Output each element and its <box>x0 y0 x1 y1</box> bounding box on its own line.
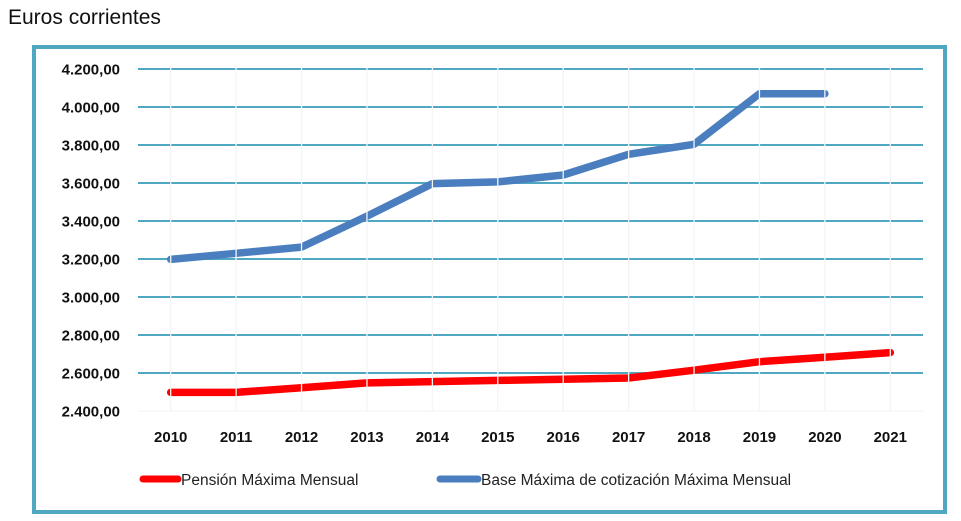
legend-label: Pensión Máxima Mensual <box>181 472 358 489</box>
y-tick-label: 3.400,00 <box>62 214 120 231</box>
y-tick-label: 4.000,00 <box>62 100 120 117</box>
x-tick-label: 2013 <box>350 429 383 446</box>
y-tick-label: 2.600,00 <box>62 366 120 383</box>
x-tick-label: 2011 <box>220 429 253 446</box>
vertical-gridlines <box>170 67 891 411</box>
y-tick-label: 2.800,00 <box>62 328 120 345</box>
x-tick-label: 2018 <box>677 429 710 446</box>
series-line-pension <box>166 348 895 397</box>
x-tick-label: 2019 <box>743 429 776 446</box>
x-tick-label: 2016 <box>547 429 580 446</box>
y-tick-label: 3.000,00 <box>62 290 120 307</box>
chart-caption: Euros corrientes <box>8 6 161 29</box>
x-axis-tick-labels: 2010 2011 2012 2013 2014 2015 2016 2017 2018 2019… <box>154 429 907 446</box>
legend: Pensión Máxima Mensual Base Máxima de cot… <box>139 472 791 489</box>
x-tick-label: 2012 <box>285 429 318 446</box>
x-tick-label: 2020 <box>808 429 841 446</box>
y-axis-tick-labels: 2.400,00 2.600,00 2.800,00 3.000,00 3.200,00… <box>62 62 120 421</box>
legend-label: Base Máxima de cotización Máxima Mensual <box>481 472 791 489</box>
x-tick-label: 2010 <box>154 429 187 446</box>
y-tick-label: 3.200,00 <box>62 252 120 269</box>
y-tick-label: 2.400,00 <box>62 404 120 421</box>
chart-frame <box>32 45 947 514</box>
x-tick-label: 2015 <box>481 429 514 446</box>
horizontal-gridlines <box>138 68 923 412</box>
y-tick-label: 3.600,00 <box>62 176 120 193</box>
y-tick-label: 4.200,00 <box>62 62 120 79</box>
x-tick-label: 2017 <box>612 429 645 446</box>
series-lines <box>166 89 895 397</box>
x-tick-label: 2021 <box>874 429 907 446</box>
y-tick-label: 3.800,00 <box>62 138 120 155</box>
x-tick-label: 2014 <box>416 429 450 446</box>
